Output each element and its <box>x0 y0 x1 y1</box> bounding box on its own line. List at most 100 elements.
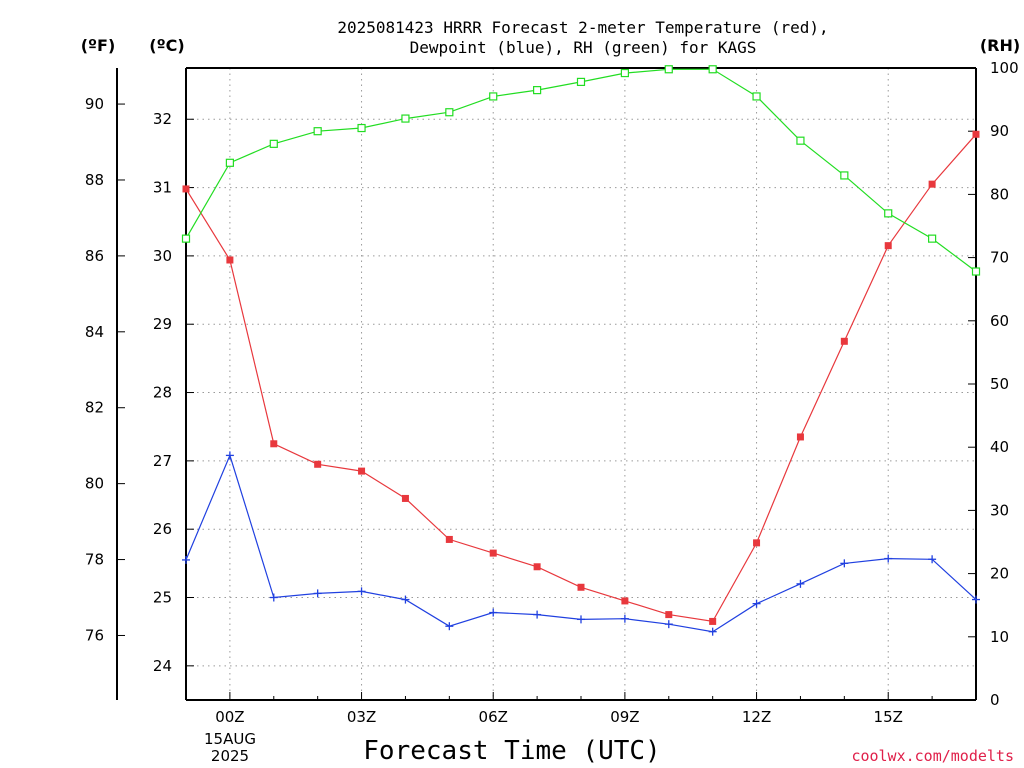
data-point-marker <box>445 108 454 117</box>
data-point-marker <box>358 467 366 475</box>
data-point-marker <box>753 539 761 547</box>
data-point-marker <box>840 171 849 180</box>
rh-tick-label: 80 <box>990 185 1009 203</box>
fahrenheit-tick-label: 80 <box>85 475 104 493</box>
rh-tick-label: 50 <box>990 375 1009 393</box>
fahrenheit-tick-label: 86 <box>85 247 104 265</box>
x-axis-title: Forecast Time (UTC) <box>363 736 660 766</box>
data-point-marker <box>664 620 673 629</box>
data-point-marker <box>928 180 936 188</box>
data-point-marker <box>445 622 454 631</box>
rh-tick-label: 20 <box>990 565 1009 583</box>
celsius-tick-label: 26 <box>153 520 172 538</box>
data-point-marker <box>664 65 673 74</box>
data-point-marker <box>313 127 322 136</box>
celsius-tick-label: 30 <box>153 247 172 265</box>
data-point-marker <box>401 595 410 604</box>
rh-tick-label: 0 <box>990 691 1000 709</box>
fahrenheit-unit-label: (ºF) <box>81 36 116 55</box>
rh-tick-label: 60 <box>990 312 1009 330</box>
data-point-marker <box>752 92 761 101</box>
data-point-marker <box>884 242 892 250</box>
fahrenheit-tick-label: 82 <box>85 399 104 417</box>
fahrenheit-tick-label: 88 <box>85 171 104 189</box>
chart-title-line2: Dewpoint (blue), RH (green) for KAGS <box>410 38 757 57</box>
data-point-marker <box>401 494 409 502</box>
data-point-marker <box>401 114 410 123</box>
data-point-marker <box>709 617 717 625</box>
data-point-marker <box>313 589 322 598</box>
fahrenheit-tick-label: 84 <box>85 323 104 341</box>
data-point-marker <box>489 92 498 101</box>
data-point-marker <box>971 267 981 276</box>
rh-tick-label: 100 <box>990 59 1019 77</box>
celsius-tick-label: 29 <box>153 315 172 333</box>
series-dewpoint <box>182 451 980 636</box>
data-point-marker <box>357 123 366 133</box>
celsius-tick-label: 28 <box>153 384 172 402</box>
data-point-marker <box>884 209 893 218</box>
rh-tick-label: 40 <box>990 438 1009 456</box>
data-point-marker <box>972 130 980 138</box>
celsius-tick-label: 27 <box>153 452 172 470</box>
celsius-tick-label: 24 <box>153 657 172 675</box>
data-point-marker <box>314 460 322 468</box>
series-temperature <box>182 130 980 625</box>
data-point-marker <box>752 599 761 608</box>
data-point-marker <box>489 608 498 617</box>
series-line <box>185 133 977 623</box>
series-rh <box>181 65 981 276</box>
rh-tick-label: 10 <box>990 628 1009 646</box>
data-point-marker <box>972 595 980 604</box>
data-point-marker <box>620 68 629 78</box>
data-point-marker <box>577 583 585 591</box>
data-point-marker <box>577 615 585 624</box>
data-point-marker <box>928 555 937 564</box>
data-point-marker <box>225 158 234 167</box>
series-line <box>185 68 977 272</box>
data-point-marker <box>884 554 893 563</box>
data-point-marker <box>270 440 278 448</box>
data-point-marker <box>665 611 673 619</box>
x-tick-label: 12Z <box>742 708 771 726</box>
data-point-marker <box>269 139 278 148</box>
data-point-marker <box>182 185 190 193</box>
data-series <box>181 65 981 636</box>
x-tick-label: 06Z <box>479 708 508 726</box>
grid-lines <box>186 68 976 700</box>
data-point-marker <box>928 234 937 243</box>
celsius-tick-label: 25 <box>153 589 172 607</box>
series-line <box>185 453 977 633</box>
rh-unit-label: (RH) <box>980 36 1020 55</box>
data-point-marker <box>576 77 586 87</box>
date-label-line1: 15AUG <box>204 730 256 748</box>
axis-ticks: 00Z 03Z 06Z 09Z 12Z 15Z 24 25 26 27 28 29 30 31 32 76 78… <box>85 59 1019 726</box>
celsius-unit-label: (ºC) <box>149 36 184 55</box>
data-point-marker <box>620 614 629 623</box>
data-point-marker <box>796 136 805 145</box>
date-label-line2: 2025 <box>211 747 249 765</box>
data-point-marker <box>225 451 234 460</box>
celsius-tick-label: 31 <box>153 179 172 197</box>
data-point-marker <box>840 337 848 345</box>
data-point-marker <box>269 593 278 602</box>
data-point-marker <box>796 579 805 588</box>
data-point-marker <box>226 256 234 264</box>
data-point-marker <box>708 65 717 74</box>
x-tick-label: 15Z <box>874 708 903 726</box>
data-point-marker <box>489 549 497 557</box>
data-point-marker <box>621 597 629 605</box>
data-point-marker <box>533 610 542 619</box>
celsius-tick-label: 32 <box>153 110 172 128</box>
data-point-marker <box>357 587 366 596</box>
data-point-marker <box>181 234 191 243</box>
fahrenheit-tick-label: 76 <box>85 626 104 644</box>
rh-tick-label: 30 <box>990 501 1009 519</box>
x-tick-label: 09Z <box>610 708 639 726</box>
data-point-marker <box>182 555 190 564</box>
rh-tick-label: 70 <box>990 249 1009 267</box>
credit-link[interactable]: coolwx.com/modelts <box>851 747 1014 765</box>
data-point-marker <box>796 433 804 441</box>
data-point-marker <box>533 86 542 95</box>
